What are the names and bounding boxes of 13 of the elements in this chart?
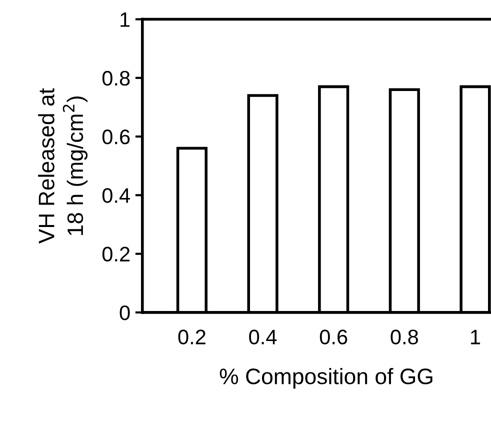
y-tick-label: 0 bbox=[120, 305, 130, 320]
x-axis-title: % Composition of GG bbox=[220, 368, 432, 389]
y-tick-label: 0.4 bbox=[102, 188, 130, 203]
y-tick-label: 0.2 bbox=[102, 246, 130, 262]
x-tick-label: 1 bbox=[471, 330, 480, 344]
x-tick-label: 0.6 bbox=[320, 330, 348, 344]
y-tick-label: 1 bbox=[120, 12, 130, 27]
y-tick-label: 0.6 bbox=[102, 130, 130, 144]
x-tick-label: 0.4 bbox=[249, 330, 277, 344]
y-tick-label: 0.8 bbox=[102, 70, 130, 86]
x-tick-label: 0.8 bbox=[390, 330, 418, 344]
x-tick-label: 0.2 bbox=[178, 330, 206, 344]
y-axis-title: VH Released at 18 h (mg/cm$^{2}$) bbox=[38, 88, 88, 244]
